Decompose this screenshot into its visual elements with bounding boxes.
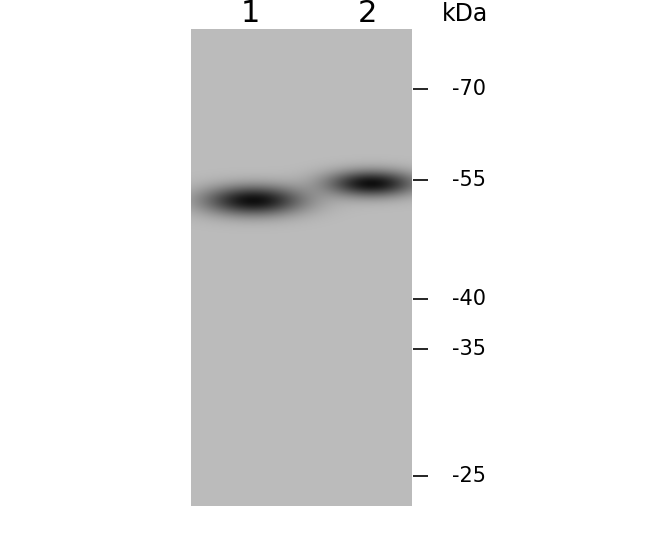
Text: -35: -35: [452, 340, 486, 359]
Text: -55: -55: [452, 170, 486, 190]
Text: 2: 2: [358, 0, 377, 28]
Text: -25: -25: [452, 465, 486, 486]
Text: 1: 1: [240, 0, 260, 28]
Text: -40: -40: [452, 289, 486, 309]
Text: kDa: kDa: [442, 2, 488, 26]
Text: -70: -70: [452, 80, 486, 99]
